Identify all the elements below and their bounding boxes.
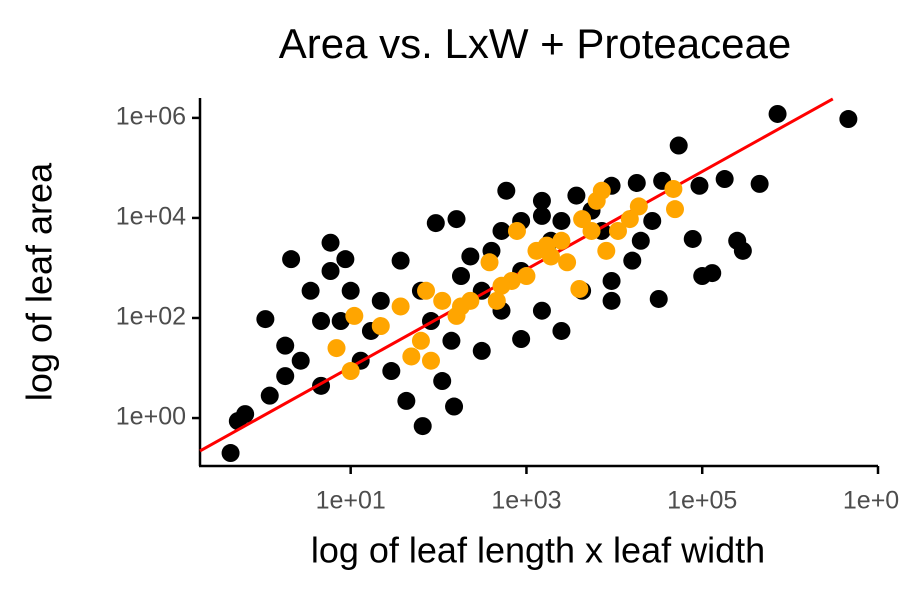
- point: [512, 330, 531, 349]
- point: [260, 386, 279, 405]
- point: [336, 250, 355, 269]
- point: [413, 417, 432, 436]
- point: [839, 110, 858, 129]
- point: [433, 372, 452, 391]
- point: [768, 104, 787, 123]
- point: [532, 301, 551, 320]
- point: [627, 173, 646, 192]
- point: [433, 291, 452, 310]
- point: [371, 291, 390, 310]
- point: [276, 367, 295, 386]
- x-tick-label: 1e+03: [491, 487, 561, 515]
- point: [397, 391, 416, 410]
- x-tick-label: 1e+05: [667, 487, 737, 515]
- point: [480, 253, 499, 272]
- point: [345, 306, 364, 325]
- point: [391, 251, 410, 270]
- point: [592, 181, 611, 200]
- point: [602, 291, 621, 310]
- point: [620, 210, 639, 229]
- point: [643, 211, 662, 230]
- point: [669, 136, 688, 155]
- point: [552, 321, 571, 340]
- point: [558, 253, 577, 272]
- point: [517, 267, 536, 286]
- point: [301, 281, 320, 300]
- point: [421, 351, 440, 370]
- point: [417, 281, 436, 300]
- point: [371, 317, 390, 336]
- point: [750, 174, 769, 193]
- y-tick-label: 1e+06: [116, 103, 186, 131]
- point: [608, 221, 627, 240]
- point: [665, 200, 684, 219]
- point: [602, 271, 621, 290]
- point: [236, 405, 255, 424]
- point: [391, 297, 410, 316]
- point: [497, 181, 516, 200]
- point: [629, 197, 648, 216]
- point: [341, 281, 360, 300]
- point: [507, 221, 526, 240]
- point: [221, 444, 240, 463]
- point: [649, 289, 668, 308]
- y-tick-label: 1e+04: [116, 203, 186, 231]
- point: [570, 279, 589, 298]
- y-tick-label: 1e+00: [116, 403, 186, 431]
- point: [492, 276, 511, 295]
- point: [276, 336, 295, 355]
- point: [291, 351, 310, 370]
- point: [447, 210, 466, 229]
- point: [321, 262, 340, 281]
- point: [442, 331, 461, 350]
- point: [445, 397, 464, 416]
- point: [703, 264, 722, 283]
- x-tick-label: 1e+01: [316, 487, 386, 515]
- chart-title: Area vs. LxW + Proteaceae: [279, 20, 791, 67]
- point: [411, 331, 430, 350]
- point: [402, 347, 421, 366]
- point: [312, 312, 331, 331]
- point: [733, 241, 752, 260]
- x-tick-label: 1e+07: [843, 487, 900, 515]
- point: [327, 339, 346, 358]
- point: [492, 221, 511, 240]
- point: [631, 231, 650, 250]
- point: [532, 206, 551, 225]
- point: [567, 186, 586, 205]
- point: [331, 312, 350, 331]
- point: [532, 191, 551, 210]
- point: [715, 170, 734, 189]
- x-axis-label: log of leaf length x leaf width: [311, 530, 765, 571]
- point: [597, 241, 616, 260]
- point: [582, 221, 601, 240]
- point: [341, 362, 360, 381]
- point: [282, 250, 301, 269]
- y-axis-label: log of leaf area: [19, 162, 60, 401]
- point: [472, 341, 491, 360]
- point: [451, 297, 470, 316]
- point: [664, 179, 683, 198]
- point: [552, 211, 571, 230]
- point: [487, 291, 506, 310]
- point: [426, 214, 445, 233]
- point: [321, 233, 340, 252]
- point: [683, 229, 702, 248]
- y-tick-label: 1e+02: [116, 303, 186, 331]
- point: [552, 231, 571, 250]
- point: [461, 247, 480, 266]
- point: [382, 362, 401, 381]
- point: [451, 267, 470, 286]
- point: [256, 310, 275, 329]
- point: [690, 176, 709, 195]
- point: [623, 251, 642, 270]
- point: [541, 247, 560, 266]
